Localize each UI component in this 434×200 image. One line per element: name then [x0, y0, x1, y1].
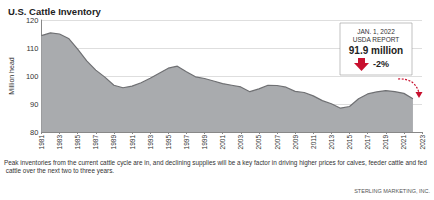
svg-text:2009: 2009	[292, 135, 299, 150]
svg-text:2017: 2017	[364, 135, 371, 150]
svg-text:120: 120	[26, 16, 39, 25]
svg-text:1983: 1983	[56, 135, 63, 150]
svg-text:1989: 1989	[110, 135, 117, 150]
svg-text:1981: 1981	[38, 135, 45, 150]
svg-text:STERLING MARKETING, INC.: STERLING MARKETING, INC.	[354, 188, 430, 194]
svg-text:2001: 2001	[219, 135, 226, 150]
svg-text:80: 80	[30, 127, 39, 137]
svg-text:U.S. Cattle Inventory: U.S. Cattle Inventory	[8, 6, 102, 17]
svg-text:Million head: Million head	[8, 57, 15, 94]
svg-text:1997: 1997	[183, 135, 190, 150]
svg-text:2007: 2007	[274, 135, 281, 150]
svg-text:110: 110	[26, 44, 38, 53]
svg-text:91.9 million: 91.9 million	[349, 45, 403, 56]
svg-text:2023: 2023	[419, 135, 426, 150]
svg-text:cattle over the next two to th: cattle over the next two to three years.	[4, 167, 114, 175]
svg-text:90: 90	[30, 100, 38, 109]
svg-text:1991: 1991	[129, 135, 136, 150]
svg-text:1993: 1993	[147, 135, 154, 150]
svg-text:1985: 1985	[74, 135, 81, 150]
svg-text:2021: 2021	[400, 135, 407, 150]
svg-text:1999: 1999	[201, 135, 208, 150]
svg-text:2003: 2003	[237, 135, 244, 150]
svg-text:2019: 2019	[382, 135, 389, 150]
svg-text:2011: 2011	[310, 135, 317, 149]
svg-text:1987: 1987	[92, 135, 99, 150]
svg-text:Peak inventories from the curr: Peak inventories from the current cattle…	[4, 159, 427, 167]
svg-text:USDA REPORT: USDA REPORT	[353, 36, 400, 43]
svg-text:2015: 2015	[346, 135, 353, 150]
svg-text:JAN. 1, 2022: JAN. 1, 2022	[357, 28, 395, 35]
svg-text:2005: 2005	[255, 135, 262, 150]
svg-text:1995: 1995	[165, 135, 172, 150]
svg-text:100: 100	[26, 72, 39, 81]
svg-text:2013: 2013	[328, 135, 335, 150]
svg-text:-2%: -2%	[373, 59, 389, 69]
